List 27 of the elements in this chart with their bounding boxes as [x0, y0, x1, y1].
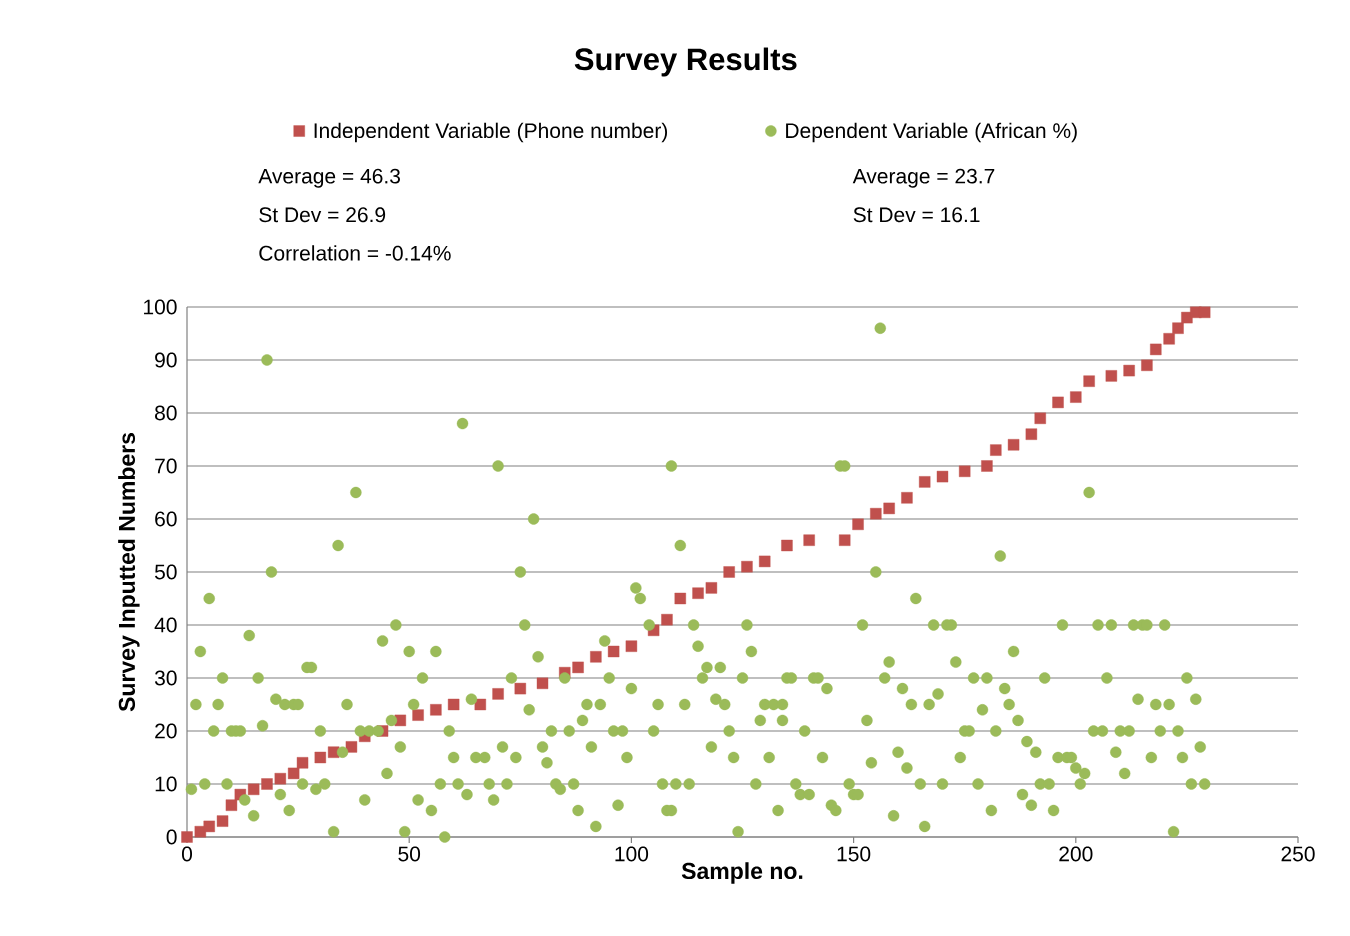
y-tick-label: 40 [154, 617, 177, 633]
x-tick-label: 100 [615, 846, 649, 862]
y-tick-label: 80 [155, 405, 177, 421]
x-tick-label: 50 [398, 846, 421, 862]
text: St Dev = 16.1 [853, 207, 980, 223]
y-tick-label: 90 [155, 352, 177, 368]
x-tick-label: 0 [181, 846, 193, 862]
text: Average = 23.7 [852, 168, 995, 188]
text: Average = 46.3 [258, 168, 400, 188]
y-tick-label: 60 [155, 511, 177, 527]
y-tick-label: 100 [144, 299, 177, 315]
x-axis-title: Sample no. [681, 862, 803, 884]
y-tick-label: 20 [155, 723, 177, 739]
y-tick-label: 50 [154, 564, 177, 580]
y-tick-label: 30 [154, 670, 177, 686]
text: St Dev = 26.9 [259, 207, 386, 223]
y-tick-label: 70 [155, 458, 177, 474]
x-tick-label: 200 [1059, 846, 1093, 862]
y-tick-label: 10 [155, 776, 177, 792]
x-tick-label: 150 [837, 846, 871, 862]
legend-label: Independent Variable (Phone number) [314, 122, 668, 143]
y-tick-label: 0 [166, 829, 177, 845]
legend-label: Dependent Variable (African %) [786, 122, 1077, 143]
text: Correlation = -0.14% [259, 245, 451, 261]
chart-title: Survey Results [574, 47, 797, 77]
y-axis-title: Survey Inputted Numbers [118, 433, 140, 712]
x-tick-label: 250 [1281, 846, 1315, 862]
